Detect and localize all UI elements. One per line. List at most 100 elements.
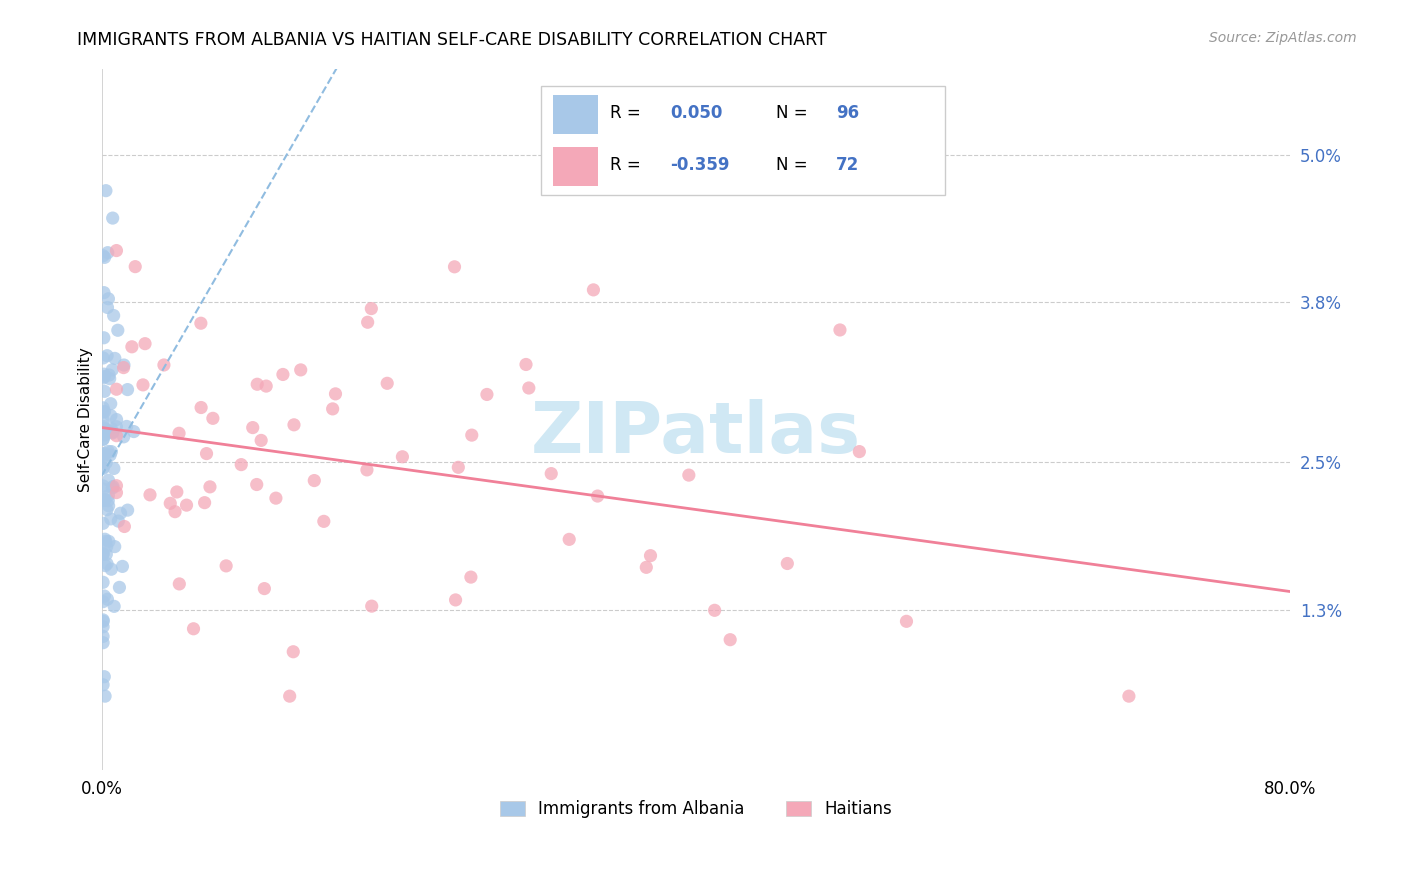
Point bbox=[91, 629, 114, 643]
Point bbox=[246, 477, 269, 491]
Point bbox=[93, 421, 115, 435]
Point bbox=[105, 428, 128, 442]
Point bbox=[103, 461, 125, 475]
Point bbox=[91, 405, 114, 419]
Point bbox=[107, 514, 129, 528]
Point bbox=[97, 292, 120, 306]
Point bbox=[166, 485, 188, 500]
Point bbox=[278, 689, 301, 703]
Point bbox=[91, 433, 114, 447]
Point bbox=[93, 670, 115, 684]
Point bbox=[91, 547, 114, 561]
Point bbox=[139, 488, 162, 502]
Point bbox=[96, 547, 118, 561]
Point bbox=[93, 404, 115, 418]
Point bbox=[640, 549, 662, 563]
Point bbox=[91, 482, 114, 496]
Point bbox=[112, 358, 135, 372]
Point bbox=[582, 283, 605, 297]
Point bbox=[190, 316, 212, 330]
Point bbox=[159, 496, 181, 510]
Point bbox=[94, 184, 117, 198]
Point bbox=[111, 559, 134, 574]
Point bbox=[91, 620, 114, 634]
Point bbox=[312, 514, 335, 528]
Point bbox=[91, 615, 114, 629]
Point bbox=[290, 363, 312, 377]
Point bbox=[250, 434, 273, 448]
Point bbox=[93, 446, 115, 460]
Point bbox=[447, 460, 470, 475]
Point bbox=[105, 382, 128, 396]
Point bbox=[93, 251, 115, 265]
Point bbox=[91, 461, 114, 475]
Point bbox=[112, 430, 135, 444]
Point bbox=[100, 421, 122, 435]
Point bbox=[91, 595, 114, 609]
Point bbox=[115, 419, 138, 434]
Point bbox=[246, 377, 269, 392]
Text: IMMIGRANTS FROM ALBANIA VS HAITIAN SELF-CARE DISABILITY CORRELATION CHART: IMMIGRANTS FROM ALBANIA VS HAITIAN SELF-… bbox=[77, 31, 827, 49]
Point bbox=[112, 519, 135, 533]
Point bbox=[91, 613, 114, 627]
Point bbox=[94, 533, 117, 547]
Point bbox=[91, 413, 114, 427]
Point bbox=[558, 533, 581, 547]
Point bbox=[1118, 689, 1140, 703]
Point bbox=[107, 323, 129, 337]
Point bbox=[94, 534, 117, 549]
Point bbox=[105, 412, 128, 426]
Point bbox=[91, 401, 114, 415]
Point bbox=[163, 505, 186, 519]
Point bbox=[375, 376, 398, 391]
Point bbox=[515, 358, 537, 372]
Point bbox=[195, 447, 218, 461]
Point bbox=[104, 540, 127, 554]
Point bbox=[93, 384, 115, 399]
Point bbox=[828, 323, 851, 337]
Point bbox=[108, 580, 131, 594]
Point bbox=[121, 340, 143, 354]
Point bbox=[97, 489, 120, 503]
Point bbox=[110, 506, 132, 520]
Point bbox=[586, 489, 609, 503]
Point bbox=[100, 562, 122, 576]
Y-axis label: Self-Care Disability: Self-Care Disability bbox=[79, 347, 93, 491]
Point bbox=[94, 456, 117, 470]
Point bbox=[93, 285, 115, 300]
Point bbox=[776, 557, 799, 571]
Point bbox=[198, 480, 221, 494]
Point bbox=[105, 478, 128, 492]
Point bbox=[194, 496, 217, 510]
Point bbox=[91, 516, 114, 531]
Point bbox=[105, 485, 128, 500]
Point bbox=[517, 381, 540, 395]
Point bbox=[91, 448, 114, 462]
Point bbox=[190, 401, 212, 415]
Point bbox=[325, 387, 347, 401]
Point bbox=[91, 547, 114, 561]
Point bbox=[264, 491, 287, 505]
Point bbox=[91, 371, 114, 385]
Point bbox=[101, 425, 124, 439]
Point bbox=[91, 450, 114, 464]
Point bbox=[100, 397, 122, 411]
Point bbox=[100, 444, 122, 458]
Point bbox=[176, 498, 198, 512]
Point bbox=[475, 387, 498, 401]
Point bbox=[97, 473, 120, 487]
Point bbox=[201, 411, 224, 425]
Point bbox=[96, 557, 118, 571]
Point bbox=[356, 463, 378, 477]
Point bbox=[540, 467, 562, 481]
Text: Source: ZipAtlas.com: Source: ZipAtlas.com bbox=[1209, 31, 1357, 45]
Point bbox=[96, 592, 118, 607]
Point bbox=[101, 481, 124, 495]
Point bbox=[254, 379, 277, 393]
Point bbox=[97, 245, 120, 260]
Point bbox=[283, 645, 305, 659]
Point bbox=[94, 428, 117, 442]
Point bbox=[93, 493, 115, 508]
Point bbox=[678, 468, 700, 483]
Point bbox=[98, 372, 121, 386]
